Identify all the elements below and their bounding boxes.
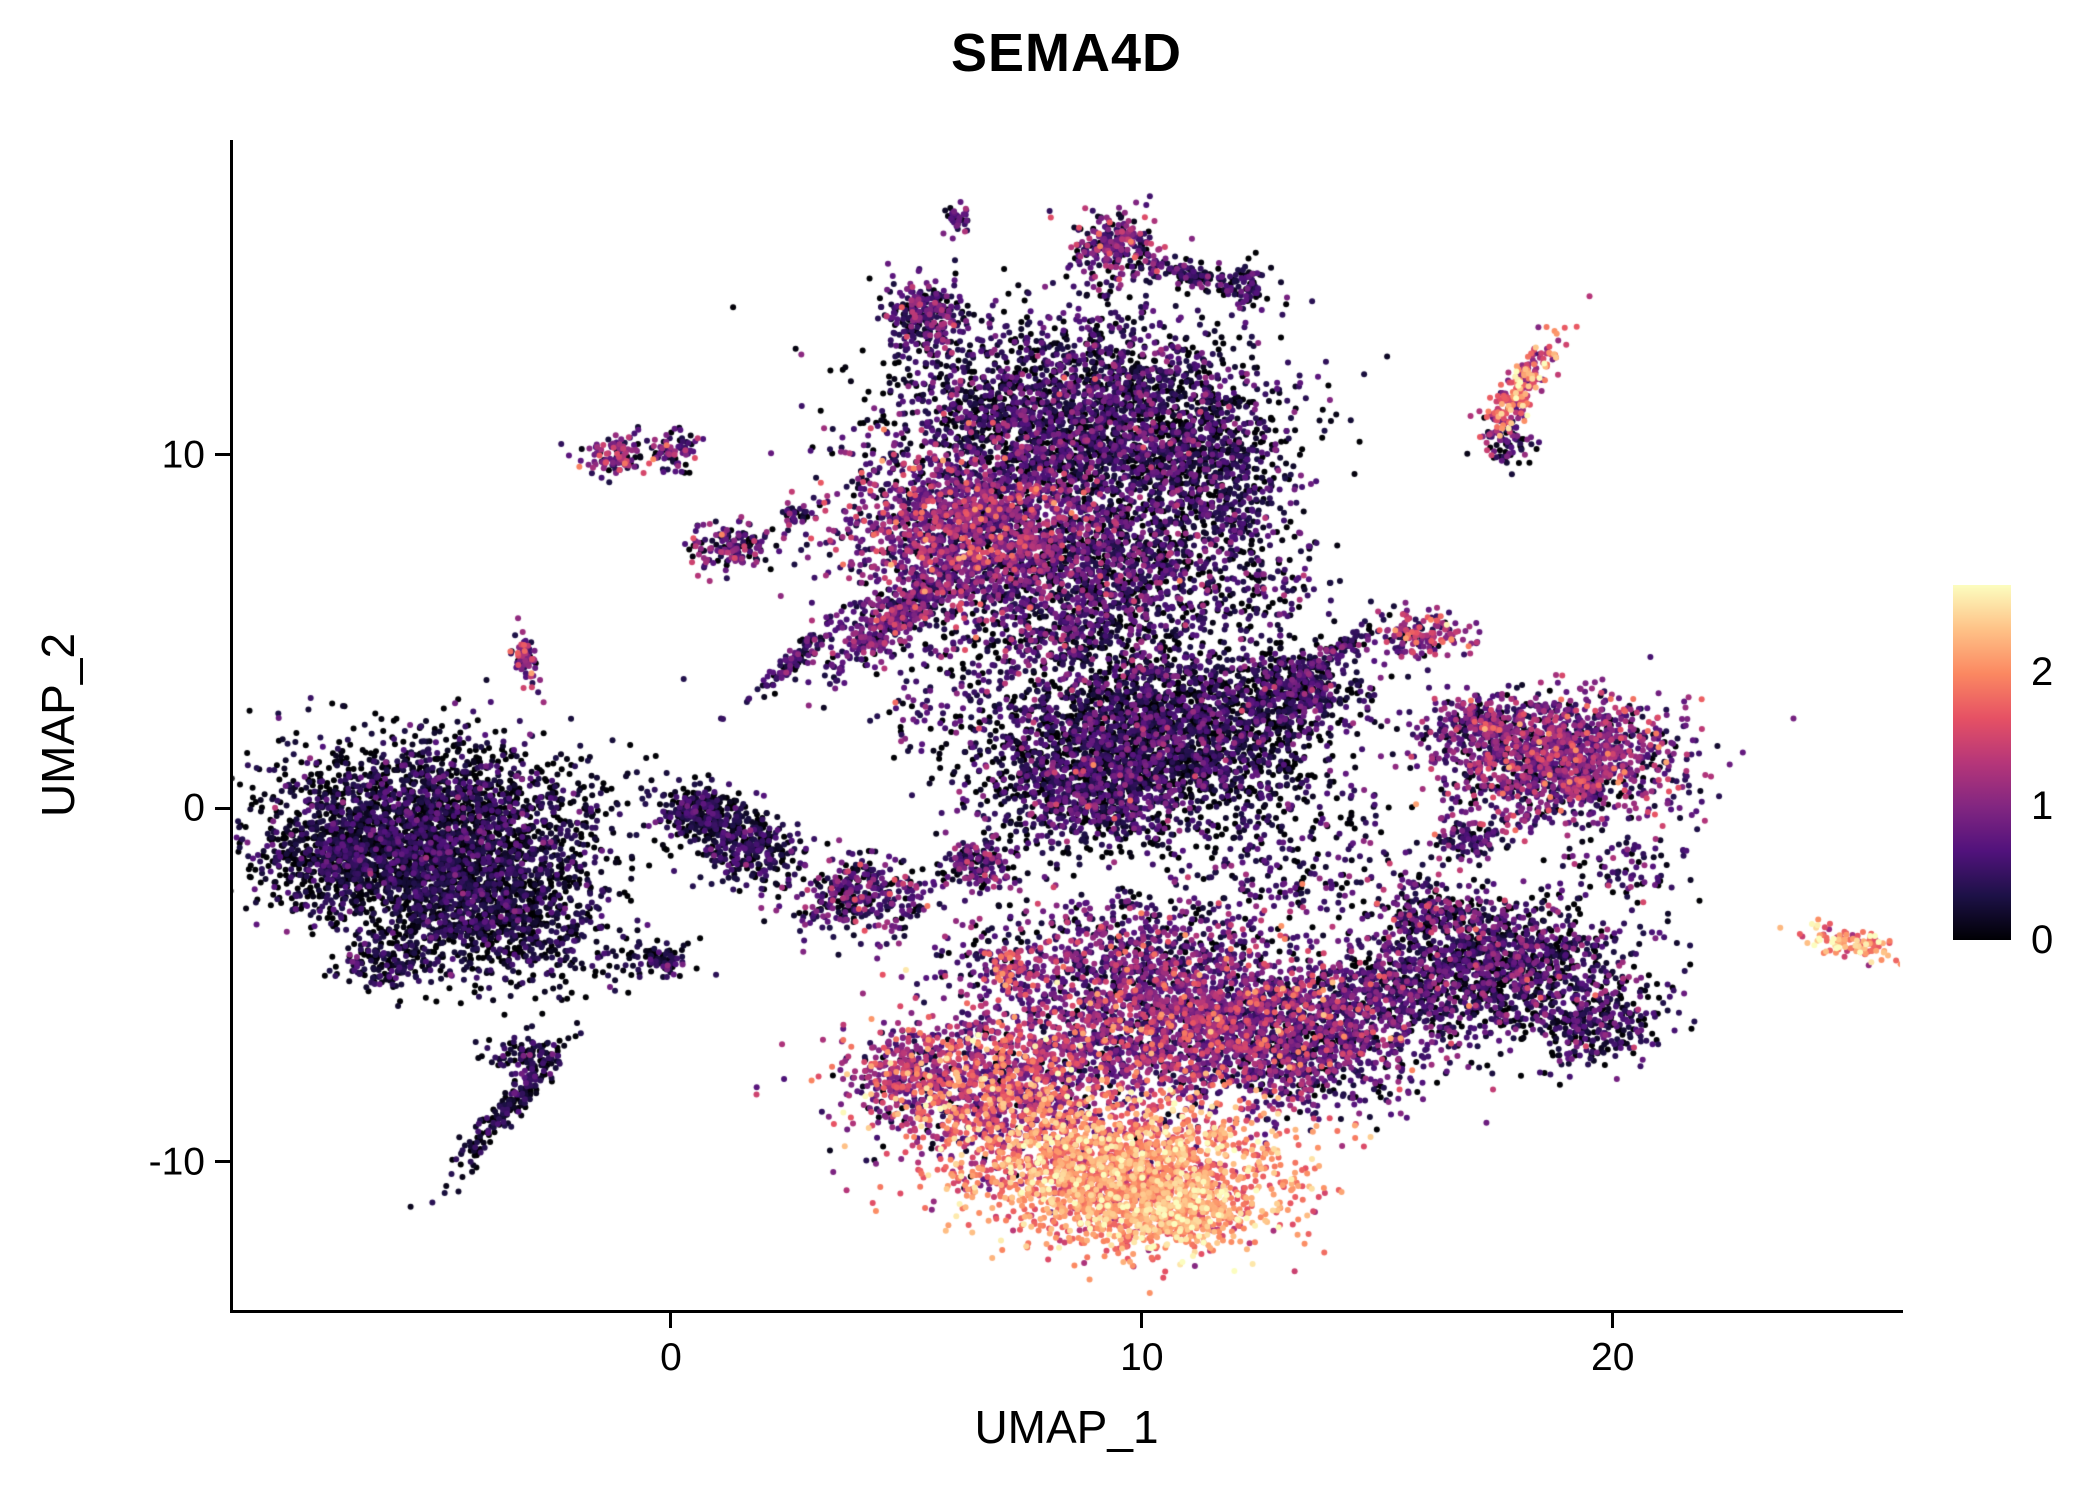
colorbar-gradient: [1953, 585, 2011, 940]
x-tick-mark-2: [1611, 1313, 1615, 1328]
x-tick-mark-0: [669, 1313, 673, 1328]
y-tick-mark-2: [215, 453, 230, 457]
y-axis-line: [230, 140, 233, 1313]
colorbar-tick-label-0: 0: [2031, 918, 2054, 962]
colorbar-tick-label-1: 1: [2031, 784, 2054, 829]
x-tick-label-2: 20: [1591, 1336, 1635, 1379]
y-tick-label-0: -10: [148, 1140, 205, 1184]
y-tick-label-1: 0: [183, 786, 205, 830]
x-axis-label: UMAP_1: [974, 1401, 1159, 1453]
y-tick-label-2: 10: [161, 433, 205, 477]
y-tick-mark-0: [215, 1160, 230, 1164]
y-tick-mark-1: [215, 806, 230, 810]
y-axis-label: UMAP_2: [32, 632, 84, 818]
colorbar-tick-label-2: 2: [2031, 650, 2054, 695]
chart-title: SEMA4D: [950, 23, 1183, 83]
x-axis-line: [230, 1310, 1903, 1313]
x-tick-label-1: 10: [1120, 1336, 1164, 1379]
x-tick-mark-1: [1140, 1313, 1144, 1328]
x-tick-label-0: 0: [660, 1336, 682, 1379]
